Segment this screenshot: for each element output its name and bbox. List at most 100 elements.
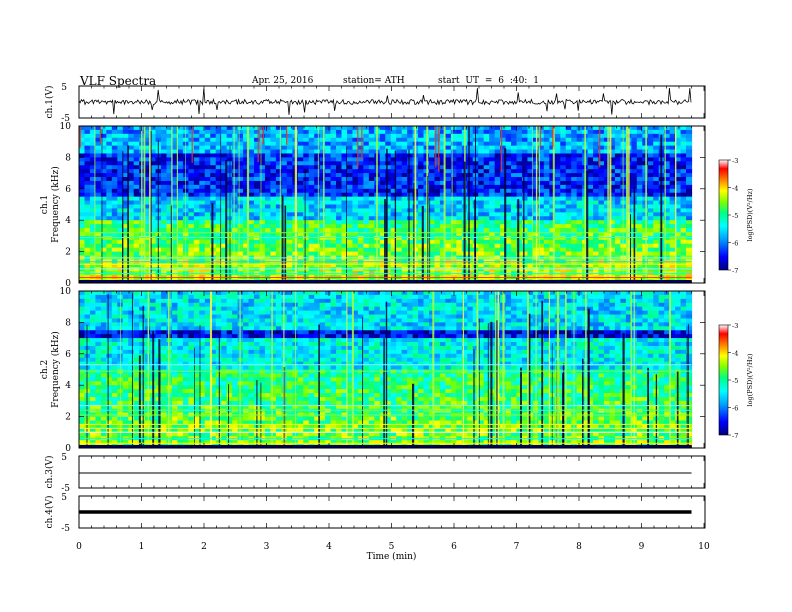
psd-cell — [505, 294, 512, 300]
psd-cell — [505, 235, 512, 241]
psd-cell — [521, 228, 529, 233]
psd-cell — [325, 161, 332, 166]
psd-cell — [412, 294, 419, 300]
psd-cell — [587, 247, 594, 253]
psd-cell — [664, 196, 671, 202]
psd-cell — [193, 161, 200, 166]
psd-cell — [587, 267, 594, 272]
psd-cell — [357, 180, 364, 186]
psd-cell — [686, 243, 693, 249]
psd-cell — [401, 169, 408, 174]
psd-cell — [593, 184, 600, 190]
psd-cell — [505, 224, 512, 229]
psd-cell — [511, 224, 518, 229]
psd-cell — [111, 141, 118, 147]
psd-cell — [511, 192, 518, 198]
psd-cell — [232, 126, 239, 131]
psd-cell — [100, 263, 107, 268]
psd-cell — [100, 302, 107, 308]
psd-cell — [254, 149, 261, 155]
psd-cell — [352, 200, 359, 206]
psd-cell — [171, 247, 179, 253]
psd-cell — [79, 165, 86, 170]
psd-cell — [232, 220, 239, 225]
psd-cell — [450, 239, 457, 245]
psd-cell — [215, 137, 222, 143]
psd-cell — [330, 235, 337, 241]
psd-cell — [664, 224, 671, 229]
psd-cell — [439, 263, 447, 268]
psd-cell — [576, 129, 583, 135]
psd-cell — [439, 184, 447, 190]
psd-cell — [264, 294, 272, 300]
psd-cell — [560, 184, 567, 190]
psd-cell — [341, 192, 348, 198]
psd-cell — [368, 141, 375, 147]
psd-cell — [193, 145, 200, 151]
psd-cell — [363, 267, 370, 272]
psd-cell — [297, 137, 304, 143]
psd-cell — [303, 149, 310, 155]
psd-cell — [576, 177, 583, 182]
psd-cell — [576, 165, 583, 170]
psd-cell — [286, 192, 293, 198]
psd-cell — [100, 267, 107, 272]
psd-cell — [390, 169, 397, 174]
psd-cell — [303, 294, 310, 300]
psd-cell — [385, 231, 392, 237]
psd-cell — [171, 204, 179, 210]
psd-cell — [133, 169, 140, 174]
psd-cell — [204, 267, 211, 272]
psd-cell — [467, 141, 474, 147]
psd-cell — [418, 141, 425, 147]
psd-cell — [598, 251, 605, 257]
psd-cell — [489, 231, 496, 237]
psd-cell — [576, 137, 583, 143]
psd-cell — [390, 220, 397, 225]
psd-cell — [478, 137, 485, 143]
psd-cell — [516, 228, 523, 233]
psd-cell — [79, 133, 86, 139]
psd-cell — [84, 212, 91, 217]
psd-cell — [554, 184, 561, 190]
psd-cell — [554, 141, 561, 147]
psd-cell — [243, 220, 250, 225]
psd-cell — [636, 294, 643, 300]
psd-cell — [84, 294, 91, 300]
psd-cell — [161, 180, 168, 186]
psd-cell — [100, 243, 107, 249]
psd-cell — [429, 228, 436, 233]
psd-cell — [166, 247, 173, 253]
psd-cell — [264, 145, 272, 151]
psd-cell — [204, 243, 211, 249]
psd-cell — [111, 129, 118, 135]
psd-cell — [117, 149, 124, 155]
psd-cell — [155, 291, 162, 296]
psd-cell — [434, 298, 441, 304]
psd-cell — [357, 188, 364, 194]
psd-cell — [483, 208, 490, 213]
psd-cell — [275, 294, 282, 300]
psd-cell — [576, 169, 583, 174]
psd-cell — [549, 298, 556, 304]
psd-cell — [478, 141, 485, 147]
psd-cell — [139, 302, 146, 308]
psd-cell — [89, 216, 97, 221]
psd-cell — [396, 247, 403, 253]
psd-cell — [483, 188, 490, 194]
psd-cell — [204, 294, 211, 300]
psd-cell — [604, 220, 611, 225]
psd-cell — [237, 145, 244, 151]
psd-cell — [445, 173, 452, 178]
psd-cell — [319, 161, 326, 166]
psd-cell — [445, 220, 452, 225]
psd-cell — [314, 157, 321, 162]
psd-cell — [669, 235, 676, 241]
psd-cell — [330, 228, 337, 233]
psd-cell — [281, 165, 288, 170]
psd-cell — [483, 267, 490, 272]
psd-cell — [193, 267, 200, 272]
psd-cell — [204, 216, 211, 221]
psd-cell — [177, 169, 184, 174]
psd-cell — [303, 216, 310, 221]
